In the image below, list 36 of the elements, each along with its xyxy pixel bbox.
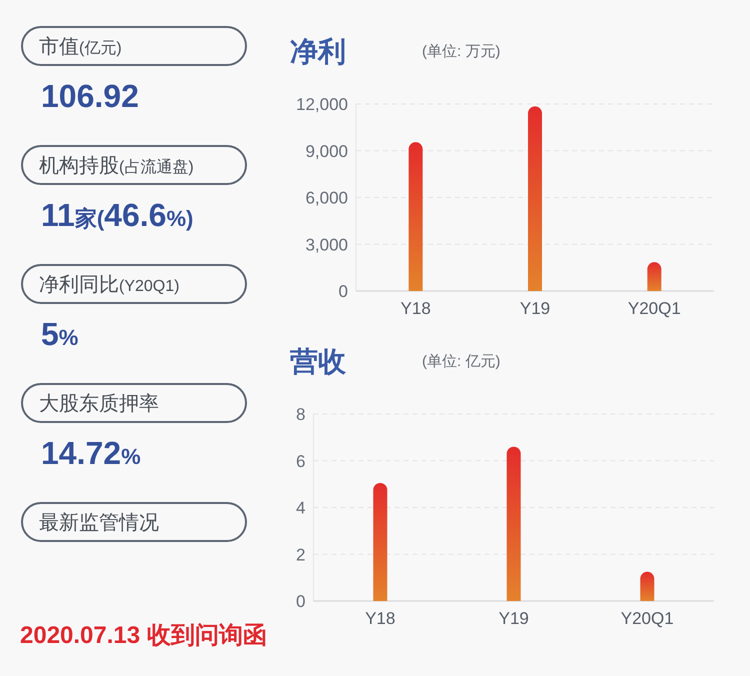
text: 机构持股(占流通盘) (39, 155, 194, 177)
y-tick-label: 0 (296, 592, 306, 611)
chart-subtitle: (单位: 亿元) (422, 353, 500, 370)
y-tick-label: 3,000 (305, 235, 348, 254)
x-tick-label: Y20Q1 (620, 609, 674, 628)
x-tick-label: Y19 (498, 609, 529, 628)
text: 106.92 (41, 78, 139, 114)
text: 5% (41, 316, 78, 352)
text: 2020.07.13 收到问询函 (20, 622, 267, 649)
y-tick-label: 12,000 (296, 95, 348, 114)
text: 11家(46.6%) (41, 197, 194, 233)
y-tick-label: 9,000 (305, 142, 348, 161)
bar (408, 142, 423, 291)
text: 14.72% (41, 435, 141, 471)
chart-subtitle: (单位: 万元) (422, 43, 500, 60)
bar (373, 482, 388, 601)
bar (528, 106, 542, 291)
y-tick-label: 6 (296, 452, 306, 471)
text: 最新监管情况 (39, 512, 159, 534)
x-tick-label: Y20Q1 (628, 299, 681, 318)
bar (647, 262, 662, 291)
text: 市值(亿元) (39, 36, 122, 58)
y-tick-label: 8 (296, 405, 306, 424)
y-tick-label: 2 (296, 545, 306, 564)
bar (640, 572, 654, 601)
bar (506, 446, 521, 601)
y-tick-label: 4 (296, 498, 306, 518)
chart-title: 营收 (289, 346, 347, 377)
text: 净利同比(Y20Q1) (39, 274, 180, 296)
chart-title: 净利 (290, 36, 346, 67)
y-tick-label: 6,000 (305, 188, 348, 208)
x-tick-label: Y18 (365, 609, 396, 628)
x-tick-label: Y18 (400, 299, 431, 318)
text: 大股东质押率 (39, 393, 159, 415)
y-tick-label: 0 (338, 282, 348, 301)
x-tick-label: Y19 (520, 299, 550, 318)
